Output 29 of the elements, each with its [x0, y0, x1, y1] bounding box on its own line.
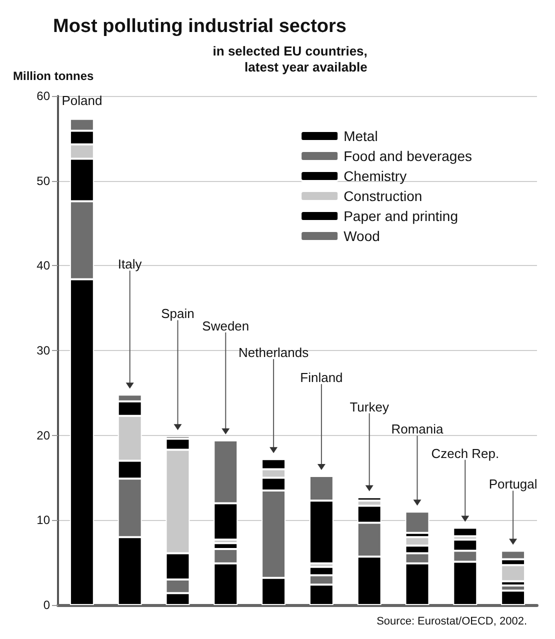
legend-label: Paper and printing: [344, 208, 458, 224]
x-tick-label: Sweden: [202, 318, 250, 334]
x-tick-label: Netherlands: [238, 345, 310, 360]
y-tick-label: 50: [36, 174, 50, 188]
x-tick-label: Finland: [300, 370, 343, 386]
x-tick-label: Turkey: [350, 399, 390, 414]
y-tick-label: 10: [36, 513, 50, 528]
source-note: Source: Eurostat/OECD, 2002.: [376, 616, 528, 628]
y-tick-label: 30: [36, 344, 50, 358]
x-tick-label: Spain: [161, 306, 194, 322]
x-tick-label: Portugal: [488, 476, 538, 492]
legend-label: Wood: [344, 228, 380, 244]
legend-label: Metal: [344, 128, 378, 144]
y-tick-label: 40: [36, 258, 50, 273]
y-axis-title: Million tonnes: [13, 69, 94, 83]
bar: [453, 528, 478, 536]
x-tick-label: Romania: [391, 422, 444, 437]
x-tick-label: Italy: [118, 256, 142, 272]
legend-label: Chemistry: [344, 168, 407, 184]
legend-label: Food and beverages: [344, 148, 472, 164]
y-tick-label: 60: [36, 89, 50, 103]
y-tick-label: 20: [36, 428, 50, 442]
chart-title: Most polluting industrial sectors: [53, 16, 346, 37]
x-tick-label: Czech Rep.: [431, 446, 500, 461]
chart-subtitle: in selected EU countries, latest year available: [212, 44, 368, 74]
y-tick-label: 0: [43, 598, 50, 612]
legend-label: Construction: [344, 188, 422, 204]
x-tick-label: Poland: [62, 92, 102, 108]
bar: [405, 512, 430, 533]
